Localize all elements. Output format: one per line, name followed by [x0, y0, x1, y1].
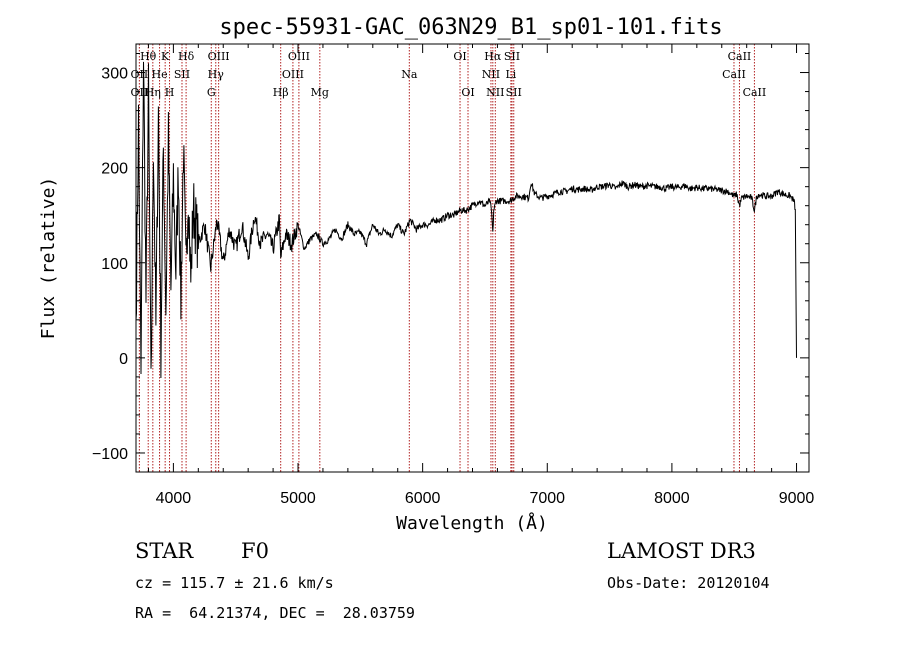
- line-label: SII: [174, 68, 190, 81]
- line-label: OIII: [208, 50, 230, 63]
- line-label: SII: [504, 50, 520, 63]
- line-label: OI: [453, 50, 466, 63]
- line-label: CaII: [743, 86, 767, 99]
- y-tick-label: 100: [101, 256, 128, 273]
- line-label: He: [152, 68, 168, 81]
- coordinates-text: RA = 64.21374, DEC = 28.03759: [135, 604, 415, 622]
- x-tick-label: 4000: [156, 490, 192, 507]
- line-label: Hθ: [140, 50, 157, 63]
- line-label: NII: [482, 68, 500, 81]
- line-label: G: [207, 86, 216, 99]
- y-tick-label: 0: [119, 351, 128, 368]
- x-axis-label: Wavelength (Å): [396, 512, 548, 534]
- x-tick-label: 6000: [405, 490, 441, 507]
- redshift-text: cz = 115.7 ± 21.6 km/s: [135, 574, 334, 592]
- y-tick-label: 200: [101, 161, 128, 178]
- line-label: K: [161, 50, 170, 63]
- line-label: CaII: [728, 50, 752, 63]
- spectral-line-markers: [138, 44, 755, 472]
- line-label: OIII: [282, 68, 304, 81]
- line-label: CaII: [722, 68, 746, 81]
- y-axis-label: Flux (relative): [38, 177, 59, 340]
- x-tick-label: 8000: [654, 490, 690, 507]
- line-label: OII: [131, 68, 149, 81]
- line-label: SII: [506, 86, 522, 99]
- line-label: Hη: [145, 86, 161, 99]
- line-label: Hδ: [178, 50, 195, 63]
- line-label: Mg: [311, 86, 329, 99]
- line-label: Na: [401, 68, 418, 81]
- plot-frame: [135, 43, 810, 473]
- spectral-subclass: F0: [241, 539, 269, 563]
- line-label: Hγ: [208, 68, 225, 81]
- line-label: NII: [486, 86, 504, 99]
- line-label: Hβ: [273, 86, 289, 99]
- obs-date-text: Obs-Date: 20120104: [607, 574, 770, 592]
- line-label: Li: [505, 68, 516, 81]
- line-label: H: [165, 86, 175, 99]
- x-axis-ticks: 4000 5000 6000 7000 8000 9000: [147, 44, 815, 507]
- line-label: OIII: [288, 50, 310, 63]
- y-tick-label: 300: [101, 66, 128, 83]
- object-type: STAR: [135, 539, 194, 563]
- flux-series-line: [135, 61, 797, 379]
- survey-name: LAMOST DR3: [607, 539, 756, 563]
- line-label: OI: [461, 86, 474, 99]
- x-tick-label: 7000: [529, 490, 565, 507]
- x-tick-label: 5000: [280, 490, 316, 507]
- x-tick-label: 9000: [779, 490, 815, 507]
- y-axis-ticks: −100 0 100 200 300: [92, 53, 809, 463]
- chart-title: spec-55931-GAC_063N29_B1_sp01-101.fits: [219, 15, 722, 40]
- y-tick-label: −100: [92, 446, 128, 463]
- line-label: Hα: [484, 50, 502, 63]
